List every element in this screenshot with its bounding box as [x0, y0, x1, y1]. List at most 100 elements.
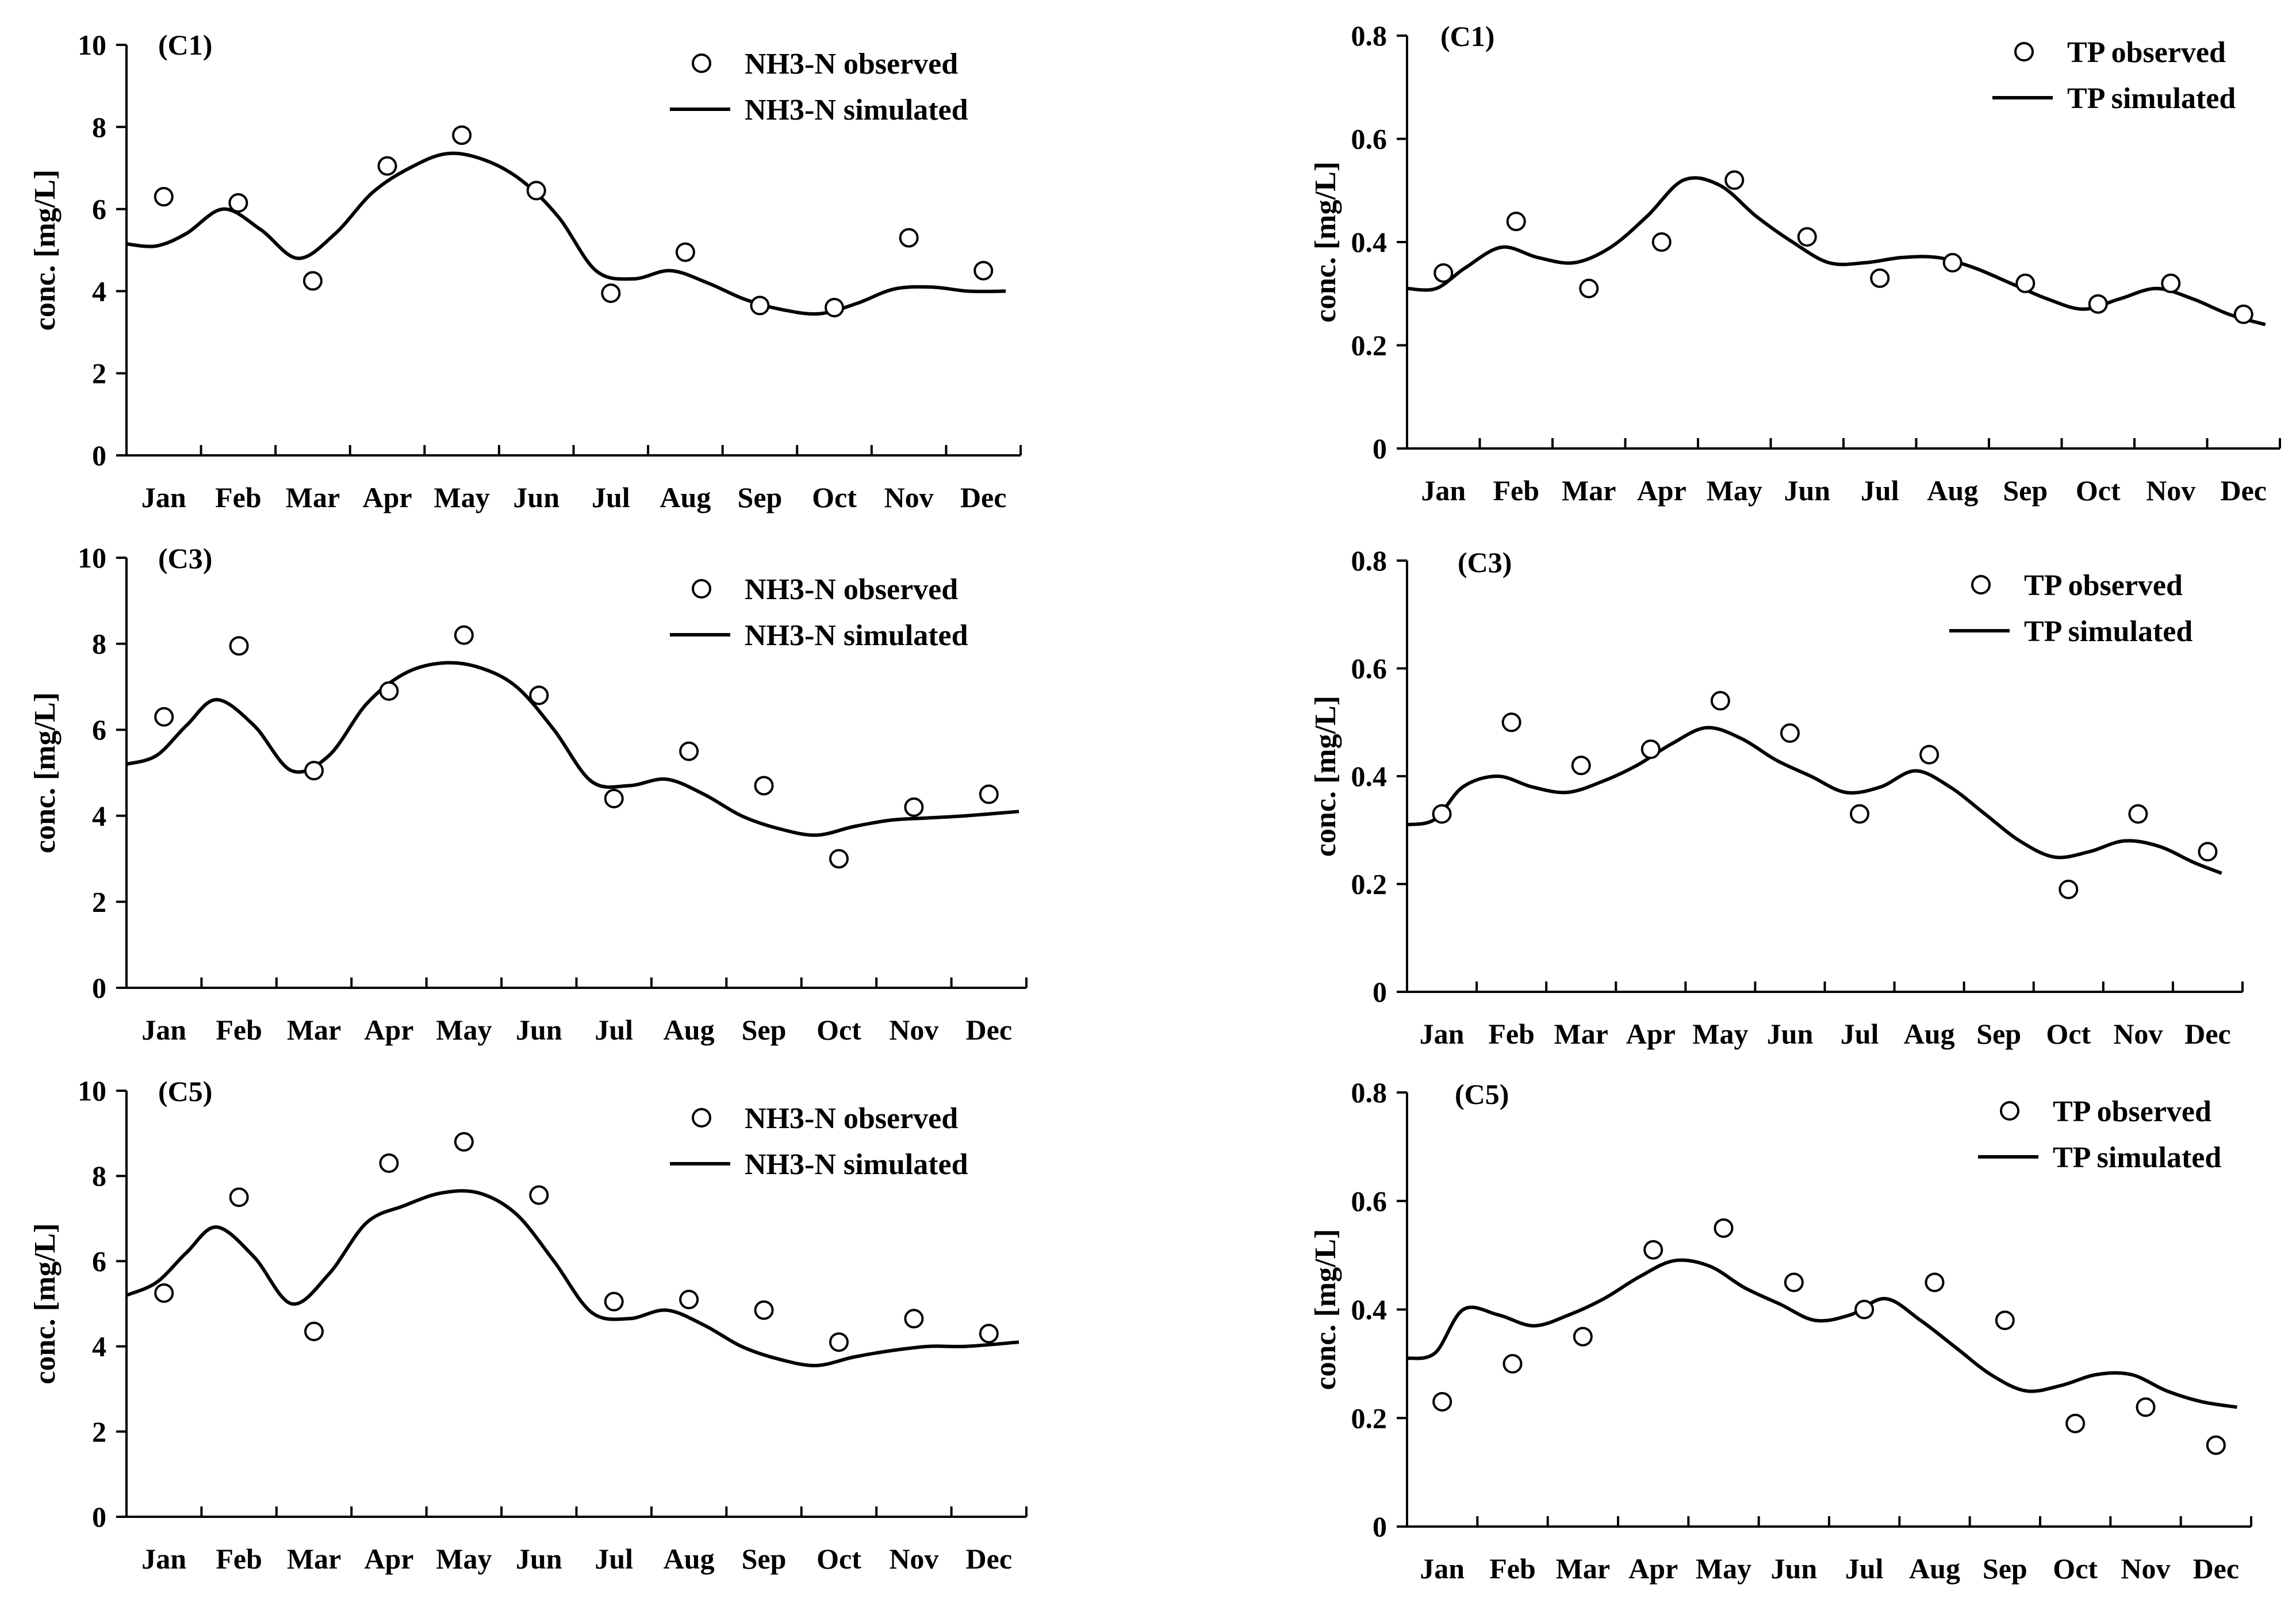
x-tick-label: May: [436, 1014, 492, 1046]
x-tick-label: Oct: [2046, 1018, 2091, 1050]
observed-point: [154, 187, 174, 207]
observed-point: [601, 283, 621, 303]
observed-point: [304, 1321, 324, 1341]
x-tick-label: Apr: [364, 1543, 413, 1575]
y-tick-label: 0: [92, 1501, 106, 1533]
simulated-line: [125, 1189, 1019, 1367]
y-tick-label: 0.6: [1351, 123, 1387, 155]
x-tick-label: Jun: [516, 1014, 562, 1046]
observed-point: [904, 797, 924, 817]
x-tick-label: Mar: [287, 1543, 341, 1575]
y-tick-label: 0.2: [1351, 868, 1387, 900]
x-tick-label: May: [434, 481, 490, 513]
y-tick-label: 0.4: [1351, 226, 1387, 258]
legend-observed-marker: [2014, 42, 2034, 62]
x-tick-label: Mar: [286, 481, 340, 513]
observed-point: [1925, 1272, 1945, 1293]
x-tick-label: Oct: [2053, 1552, 2098, 1585]
observed-point: [526, 181, 546, 201]
y-axis-label: conc. [mg/L]: [29, 692, 62, 853]
x-tick-label: Jun: [513, 481, 559, 513]
x-tick-label: Jun: [1784, 474, 1830, 507]
legend-observed-marker: [692, 53, 711, 73]
observed-point: [1432, 1391, 1452, 1412]
x-tick-label: May: [1707, 474, 1762, 507]
observed-point: [2015, 273, 2036, 293]
x-tick-label: Sep: [742, 1014, 787, 1046]
observed-point: [2206, 1435, 2226, 1455]
x-tick-label: Oct: [817, 1014, 861, 1046]
y-tick-label: 6: [92, 714, 106, 746]
y-tick-label: 2: [92, 885, 106, 918]
x-tick-label: Jul: [1861, 474, 1899, 507]
y-tick-label: 0.2: [1351, 329, 1387, 362]
x-tick-label: Jan: [141, 481, 186, 513]
y-tick-label: 2: [92, 1416, 106, 1448]
x-tick-label: Feb: [215, 481, 262, 513]
observed-point: [1432, 804, 1452, 824]
x-tick-label: Mar: [287, 1014, 341, 1046]
x-tick-label: Nov: [889, 1014, 938, 1046]
y-tick-label: 8: [92, 1160, 106, 1192]
observed-point: [2136, 1397, 2156, 1417]
x-tick-label: Jul: [1845, 1552, 1884, 1585]
y-tick-label: 0.6: [1351, 1185, 1387, 1217]
legend-observed-label: TP observed: [2053, 1095, 2211, 1128]
observed-point: [679, 1290, 699, 1310]
observed-point: [2233, 304, 2253, 324]
y-tick-label: 0: [1373, 1510, 1387, 1543]
observed-point: [1573, 1326, 1593, 1347]
legend-observed-label: TP observed: [2024, 569, 2183, 602]
x-tick-label: Apr: [362, 481, 412, 513]
y-tick-label: 8: [92, 628, 106, 660]
y-axis-label: conc. [mg/L]: [1309, 162, 1342, 323]
y-axis-label: conc. [mg/L]: [1309, 696, 1342, 857]
legend-observed-label: TP observed: [2067, 36, 2226, 69]
observed-point: [979, 784, 999, 804]
y-tick-label: 0.4: [1351, 1294, 1387, 1326]
y-tick-label: 0: [92, 439, 106, 471]
panel-tp-c1: 0 0.2 0.4 0.6 0.8 Jan Feb Mar Apr May Jun Jul Aug Sep…: [1309, 20, 2281, 507]
observed-point: [304, 761, 324, 781]
x-tick-label: Aug: [664, 1014, 715, 1046]
observed-point: [1995, 1310, 2015, 1330]
x-tick-label: Dec: [2184, 1018, 2231, 1050]
x-tick-label: Jul: [1841, 1018, 1879, 1050]
observed-point: [2065, 1413, 2086, 1433]
legend-simulated-label: TP simulated: [2053, 1141, 2221, 1174]
observed-point: [829, 1332, 849, 1352]
observed-point: [1433, 263, 1454, 283]
y-axis-label: conc. [mg/L]: [1309, 1229, 1342, 1390]
simulated-line: [1406, 1258, 2237, 1409]
observed-point: [1710, 691, 1730, 711]
x-tick-label: Mar: [1554, 1018, 1608, 1050]
x-tick-label: Oct: [2076, 474, 2121, 507]
panel-label: (C5): [158, 1075, 212, 1107]
observed-point: [1942, 252, 1962, 273]
observed-point: [379, 1153, 399, 1173]
x-tick-label: Nov: [2146, 474, 2195, 507]
y-tick-label: 0.2: [1351, 1402, 1387, 1434]
x-tick-label: Apr: [1637, 474, 1686, 507]
legend-simulated-label: NH3-N simulated: [745, 1148, 968, 1181]
y-tick-label: 4: [92, 275, 106, 307]
legend-observed-marker: [692, 579, 711, 599]
y-axis-label: conc. [mg/L]: [29, 170, 62, 331]
x-tick-label: Sep: [738, 481, 783, 513]
x-tick-label: May: [1696, 1552, 1751, 1585]
x-tick-label: Aug: [1927, 474, 1978, 507]
x-tick-label: Dec: [966, 1543, 1013, 1575]
observed-point: [302, 271, 323, 291]
observed-point: [529, 1185, 549, 1205]
legend-simulated-label: TP simulated: [2024, 615, 2192, 648]
panel-label: (C3): [1458, 546, 1512, 578]
observed-point: [1784, 1272, 1804, 1293]
y-tick-label: 10: [78, 1075, 106, 1107]
observed-point: [377, 156, 397, 176]
legend-simulated-label: TP simulated: [2067, 82, 2236, 115]
x-tick-label: Feb: [1493, 474, 1539, 507]
observed-point: [1854, 1299, 1875, 1320]
observed-point: [754, 776, 774, 796]
observed-point: [1724, 170, 1745, 190]
simulated-line: [1406, 176, 2266, 327]
